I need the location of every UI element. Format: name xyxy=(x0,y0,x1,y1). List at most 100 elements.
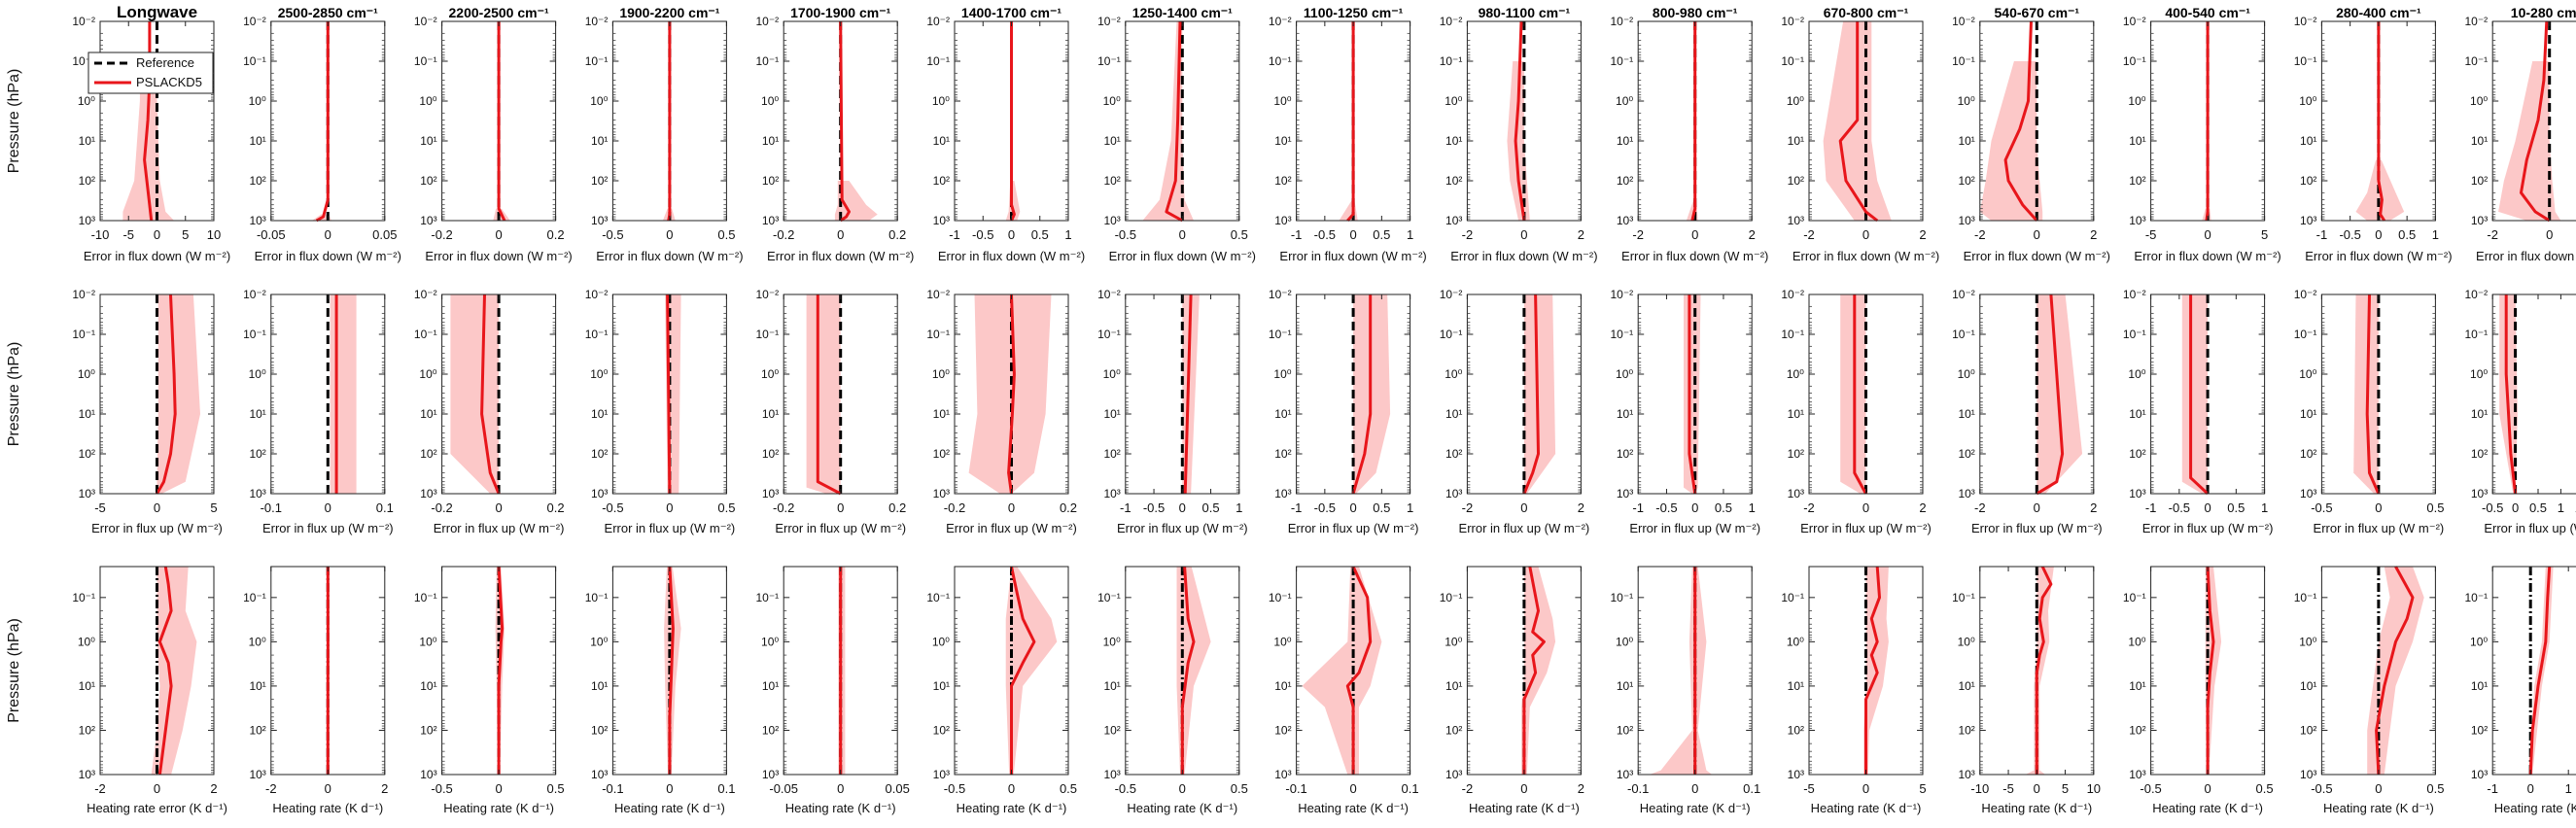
panel-heating_rate-12: 10⁻¹ 10⁰ 10¹ 10² 10³-0.5 0 0.5 Heating rate (K … xyxy=(2123,566,2274,815)
xtick-label: -0.05 xyxy=(769,781,798,796)
xtick-label: 0.2 xyxy=(1060,500,1077,515)
ytick-label: 10⁻¹ xyxy=(926,328,950,341)
spread-band xyxy=(2025,567,2054,775)
ytick-label: 10² xyxy=(420,447,436,461)
xtick-label: -2 xyxy=(1462,227,1474,242)
xaxis-label: Error in flux up (W m⁻²) xyxy=(91,521,223,535)
xtick-label: 0.5 xyxy=(1373,500,1390,515)
ytick-label: 10⁰ xyxy=(2299,635,2316,648)
ytick-label: 10⁰ xyxy=(1787,367,1804,381)
ytick-label: 10¹ xyxy=(79,134,95,148)
xtick-label: -0.2 xyxy=(773,227,794,242)
xtick-label: 0 xyxy=(1520,227,1527,242)
xtick-label: 2 xyxy=(1578,781,1584,796)
panel-flux_down-5: 10⁻² 10⁻¹ 10⁰ 10¹ 10² 10³-1 -0.5 0 0.5 1 Error in … xyxy=(926,5,1085,263)
xtick-label: -1 xyxy=(2145,500,2157,515)
ytick-label: 10² xyxy=(591,723,608,737)
panel-heating_rate-13: 10⁻¹ 10⁰ 10¹ 10² 10³-0.5 0 0.5 Heating rate (K … xyxy=(2294,566,2444,815)
ytick-label: 10⁻¹ xyxy=(585,54,609,68)
ytick-label: 10² xyxy=(762,447,779,461)
ytick-label: 10¹ xyxy=(2471,679,2488,693)
model-line xyxy=(157,566,173,776)
xaxis-label: Error in flux down (W m⁻²) xyxy=(1964,249,2110,263)
xaxis-label: Heating rate (K d⁻¹) xyxy=(1640,801,1751,815)
xtick-label: 0.2 xyxy=(888,500,906,515)
ytick-label: 10⁰ xyxy=(78,367,95,381)
xtick-label: 0 xyxy=(2204,781,2210,796)
ytick-label: 10¹ xyxy=(2129,407,2145,421)
ytick-label: 10⁰ xyxy=(2470,94,2488,108)
model-line xyxy=(1346,21,1355,223)
ytick-label: 10⁰ xyxy=(932,94,950,108)
ytick-label: 10⁰ xyxy=(1958,635,1975,648)
panel-flux_up-7: 10⁻² 10⁻¹ 10⁰ 10¹ 10² 10³-1 -0.5 0 0.5 1 Error in … xyxy=(1269,288,1419,535)
ytick-label: 10⁻² xyxy=(2294,288,2317,301)
xtick-label: 1 xyxy=(2432,227,2439,242)
ytick-label: 10¹ xyxy=(249,407,265,421)
model-line xyxy=(2189,294,2210,496)
xtick-label: -0.5 xyxy=(1115,781,1136,796)
xtick-label: -5 xyxy=(1803,781,1815,796)
xaxis-label: Error in flux up (W m⁻²) xyxy=(1117,521,1248,535)
ytick-label: 10¹ xyxy=(79,407,95,421)
xtick-label: -2 xyxy=(1974,500,1986,515)
legend: Reference PSLACKD5 xyxy=(87,52,214,94)
xtick-label: 0 xyxy=(1349,781,1356,796)
xtick-label: 0 xyxy=(1008,227,1015,242)
model-line xyxy=(1514,20,1526,222)
ytick-label: 10³ xyxy=(933,214,950,227)
xtick-label: -0.5 xyxy=(1314,500,1336,515)
xtick-label: -2 xyxy=(1974,227,1986,242)
xtick-label: 0 xyxy=(325,500,331,515)
ytick-label: 10³ xyxy=(2129,768,2145,781)
ytick-label: 10⁻² xyxy=(414,15,437,28)
ytick-label: 10⁻² xyxy=(1781,15,1804,28)
panel-heating_rate-5: 10⁻¹ 10⁰ 10¹ 10² 10³-0.5 0 0.5 Heating rate (K … xyxy=(926,566,1077,815)
xtick-label: 0.5 xyxy=(2529,500,2547,515)
xaxis-label: Error in flux down (W m⁻²) xyxy=(2476,249,2576,263)
xtick-label: 0 xyxy=(2034,781,2040,796)
xtick-label: 2 xyxy=(210,781,217,796)
panel-flux_up-8: 10⁻² 10⁻¹ 10⁰ 10¹ 10² 10³-2 0 2 Error in flux up… xyxy=(1440,288,1590,535)
ytick-label: 10¹ xyxy=(1103,407,1120,421)
ytick-label: 10⁻¹ xyxy=(756,591,780,604)
xaxis-label: Heating rate (K d⁻¹) xyxy=(957,801,1067,815)
ytick-label: 10¹ xyxy=(1274,134,1291,148)
model-line xyxy=(1345,566,1373,775)
xtick-label: -0.1 xyxy=(1285,781,1306,796)
xtick-label: -0.1 xyxy=(602,781,623,796)
spread-band xyxy=(806,294,841,494)
panel-flux_up-12: 10⁻² 10⁻¹ 10⁰ 10¹ 10² 10³-1 -0.5 0 0.5 1 Error in … xyxy=(2123,288,2274,535)
ytick-label: 10¹ xyxy=(2471,407,2488,421)
ytick-label: 10¹ xyxy=(2129,679,2145,693)
model-line xyxy=(2036,293,2065,496)
ytick-label: 10¹ xyxy=(1274,407,1291,421)
spread-band xyxy=(1302,567,1382,775)
ytick-label: 10³ xyxy=(420,768,436,781)
ytick-label: 10³ xyxy=(1445,768,1462,781)
xtick-label: 0 xyxy=(666,500,673,515)
ytick-label: 10⁻¹ xyxy=(756,54,780,68)
xtick-label: 0 xyxy=(2034,500,2040,515)
ytick-label: 10⁻¹ xyxy=(72,591,95,604)
ytick-label: 10⁰ xyxy=(2470,635,2488,648)
ytick-label: 10⁻¹ xyxy=(1611,591,1634,604)
ytick-label: 10³ xyxy=(1788,768,1804,781)
ytick-label: 10¹ xyxy=(420,407,436,421)
xtick-label: -10 xyxy=(91,227,110,242)
model-line xyxy=(2205,21,2210,222)
ytick-label: 10⁻¹ xyxy=(1611,328,1634,341)
model-line xyxy=(666,293,672,495)
band-title: 280-400 cm⁻¹ xyxy=(2336,5,2421,20)
xaxis-label: Error in flux up (W m⁻²) xyxy=(434,521,565,535)
ytick-label: 10¹ xyxy=(1445,679,1462,693)
xtick-label: 0 xyxy=(1691,781,1698,796)
band-title: 1900-2200 cm⁻¹ xyxy=(619,5,719,20)
xtick-label: 0 xyxy=(1179,781,1186,796)
ytick-label: 10² xyxy=(1274,447,1291,461)
ytick-label: 10⁻² xyxy=(756,288,780,301)
xaxis-label: Error in flux down (W m⁻²) xyxy=(596,249,743,263)
ytick-label: 10⁻¹ xyxy=(1952,328,1975,341)
xtick-label: -0.1 xyxy=(1627,781,1649,796)
model-line xyxy=(1688,294,1697,495)
